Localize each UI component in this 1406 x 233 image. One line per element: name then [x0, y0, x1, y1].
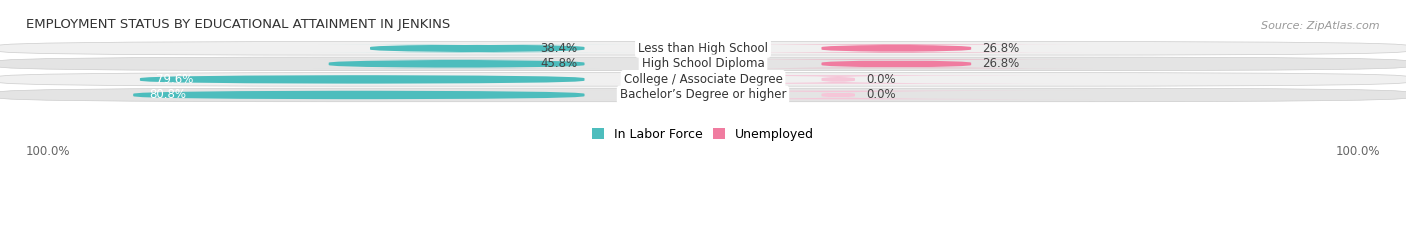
Text: Bachelor’s Degree or higher: Bachelor’s Degree or higher — [620, 89, 786, 101]
Legend: In Labor Force, Unemployed: In Labor Force, Unemployed — [586, 123, 820, 146]
Text: EMPLOYMENT STATUS BY EDUCATIONAL ATTAINMENT IN JENKINS: EMPLOYMENT STATUS BY EDUCATIONAL ATTAINM… — [25, 18, 450, 31]
FancyBboxPatch shape — [314, 44, 641, 53]
Text: 45.8%: 45.8% — [541, 57, 578, 70]
FancyBboxPatch shape — [0, 73, 1406, 86]
Text: 0.0%: 0.0% — [866, 73, 896, 86]
Text: 79.6%: 79.6% — [156, 73, 194, 86]
FancyBboxPatch shape — [134, 91, 585, 99]
Text: High School Diploma: High School Diploma — [641, 57, 765, 70]
Text: 26.8%: 26.8% — [981, 57, 1019, 70]
Text: 38.4%: 38.4% — [541, 42, 578, 55]
FancyBboxPatch shape — [314, 60, 599, 68]
Text: 80.8%: 80.8% — [149, 89, 187, 101]
FancyBboxPatch shape — [700, 60, 1092, 68]
FancyBboxPatch shape — [0, 88, 1406, 102]
FancyBboxPatch shape — [583, 75, 1092, 84]
Text: 100.0%: 100.0% — [25, 145, 70, 158]
Text: College / Associate Degree: College / Associate Degree — [624, 73, 782, 86]
FancyBboxPatch shape — [583, 91, 1092, 99]
Text: 100.0%: 100.0% — [1336, 145, 1381, 158]
FancyBboxPatch shape — [0, 57, 1406, 71]
FancyBboxPatch shape — [0, 41, 1406, 55]
FancyBboxPatch shape — [141, 75, 585, 84]
FancyBboxPatch shape — [700, 44, 1092, 53]
Text: Less than High School: Less than High School — [638, 42, 768, 55]
Text: 0.0%: 0.0% — [866, 89, 896, 101]
Text: Source: ZipAtlas.com: Source: ZipAtlas.com — [1261, 21, 1381, 31]
Text: 26.8%: 26.8% — [981, 42, 1019, 55]
